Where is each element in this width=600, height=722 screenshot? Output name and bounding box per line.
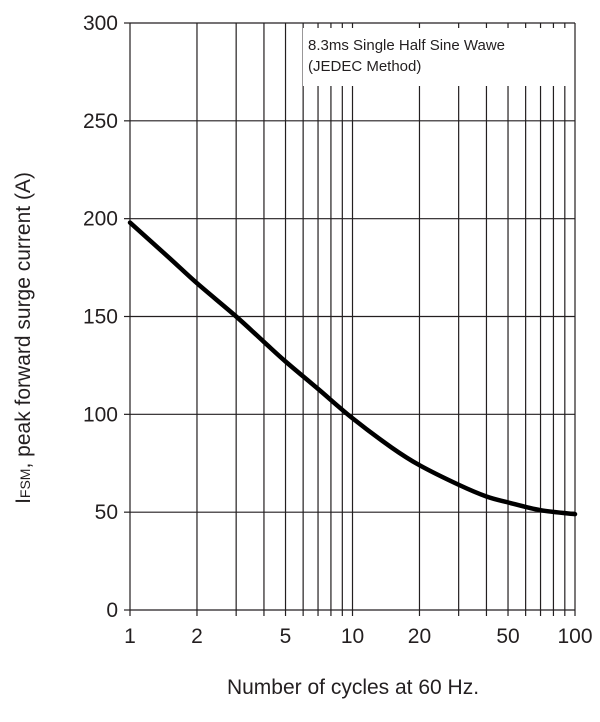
y-axis-title: IFSM, peak forward surge current (A) (12, 172, 35, 504)
annotation-line-1: 8.3ms Single Half Sine Wawe (308, 37, 505, 54)
x-tick-label: 2 (191, 625, 203, 648)
x-axis-title: Number of cycles at 60 Hz. (227, 676, 479, 699)
y-tick-label: 50 (95, 501, 118, 524)
x-tick-label: 5 (280, 625, 292, 648)
y-tick-label: 100 (83, 403, 118, 426)
x-tick-label: 10 (341, 625, 364, 648)
y-tick-label: 0 (106, 599, 118, 622)
tick-label-layer: 1 2 5 10 20 50 100 0 50 100 150 200 250 300 (83, 12, 593, 648)
annotation-line-2: (JEDEC Method) (308, 58, 421, 75)
series-layer (127, 220, 578, 517)
y-tick-label: 250 (83, 110, 118, 133)
x-tick-label: 1 (124, 625, 136, 648)
y-axis-title-rest: , peak forward surge current (A) (12, 172, 35, 468)
y-axis-title-symbol: I (12, 498, 35, 504)
y-axis-title-subscript: FSM (17, 469, 33, 499)
x-tick-label: 100 (557, 625, 592, 648)
y-tick-label: 200 (83, 208, 118, 231)
annotation-background (303, 28, 571, 86)
surge-current-curve (127, 220, 578, 517)
x-tick-label: 20 (408, 625, 431, 648)
grid-layer (124, 22, 576, 616)
y-tick-label: 150 (83, 306, 118, 329)
x-tick-label: 50 (496, 625, 519, 648)
y-tick-label: 300 (83, 12, 118, 35)
